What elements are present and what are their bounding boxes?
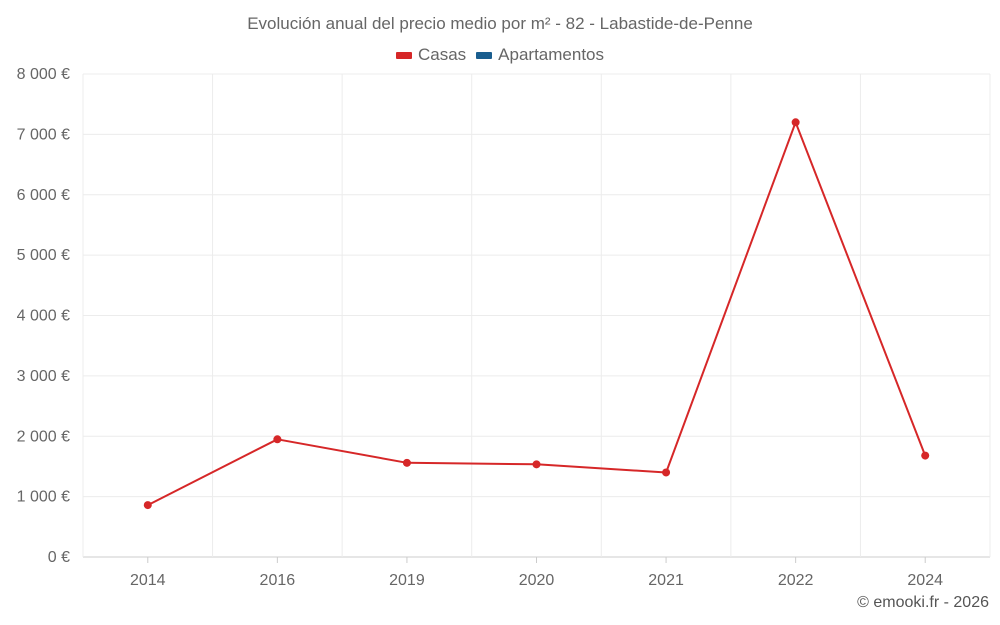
- data-point-casas: [791, 118, 800, 127]
- y-tick-label: 3 000 €: [17, 368, 70, 385]
- x-tick-label: 2024: [907, 572, 943, 589]
- chart-legend: Casas Apartamentos: [0, 45, 1000, 65]
- legend-swatch-casas: [395, 51, 412, 59]
- y-tick-label: 5 000 €: [17, 247, 70, 264]
- y-tick-label: 4 000 €: [17, 308, 70, 325]
- legend-item-casas[interactable]: Casas: [395, 45, 467, 65]
- legend-swatch-apartamentos: [476, 51, 493, 59]
- y-tick-label: 6 000 €: [17, 187, 70, 204]
- credit-text: © emooki.fr - 2026: [857, 594, 989, 611]
- data-point-casas: [402, 458, 411, 467]
- x-tick-label: 2020: [519, 572, 555, 589]
- x-tick-label: 2014: [130, 572, 166, 589]
- y-tick-label: 0 €: [48, 549, 70, 566]
- x-tick-label: 2022: [778, 572, 814, 589]
- y-tick-label: 2 000 €: [17, 428, 70, 445]
- chart-title: Evolución anual del precio medio por m² …: [247, 14, 753, 33]
- y-tick-label: 1 000 €: [17, 489, 70, 506]
- legend-item-apartamentos[interactable]: Apartamentos: [476, 45, 604, 65]
- data-point-casas: [662, 468, 671, 477]
- data-point-casas: [921, 451, 930, 460]
- y-tick-label: 8 000 €: [17, 66, 70, 83]
- x-tick-label: 2016: [260, 572, 296, 589]
- y-tick-label: 7 000 €: [17, 126, 70, 143]
- x-tick-label: 2019: [389, 572, 425, 589]
- data-point-casas: [273, 435, 282, 444]
- data-point-casas: [532, 460, 541, 469]
- data-point-casas: [143, 501, 152, 510]
- legend-label-casas: Casas: [417, 45, 467, 64]
- x-tick-label: 2021: [648, 572, 684, 589]
- legend-label-apartamentos: Apartamentos: [498, 45, 605, 64]
- series-line-casas: [147, 121, 927, 506]
